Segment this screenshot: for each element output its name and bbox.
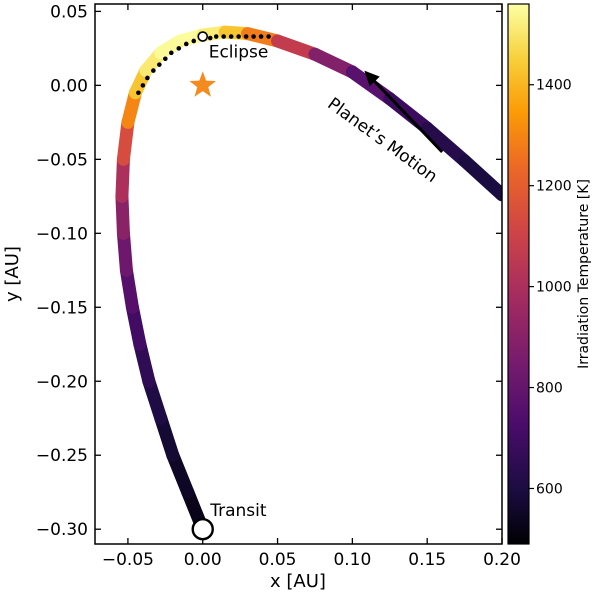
- eclipse-dot: [213, 34, 219, 39]
- eclipse-dot: [251, 34, 256, 39]
- motion-arrow-shaft: [373, 80, 444, 153]
- orbit-track: [115, 25, 502, 536]
- eclipse-dot: [228, 34, 234, 39]
- eclipse-dot-series: [136, 34, 271, 96]
- transit-marker: [191, 518, 214, 541]
- eclipse-dot: [151, 68, 156, 73]
- plot-area: Eclipse Transit Planet’s Motion −0.05 0.0…: [2, 2, 521, 592]
- eclipse-dot: [266, 34, 271, 39]
- orbit-segment: [458, 154, 502, 202]
- eclipse-dot: [258, 34, 264, 39]
- y-tick-label: 0.00: [50, 76, 88, 96]
- motion-arrow-head: [364, 70, 380, 87]
- x-tick-label: 0.05: [259, 550, 297, 570]
- y-tick-label: 0.05: [50, 2, 88, 22]
- colorbar-tick-label: 1400: [536, 78, 572, 94]
- plot-frame: [94, 3, 503, 545]
- y-tick-label: −0.15: [36, 298, 88, 318]
- eclipse-dot: [136, 90, 141, 96]
- x-tick-label: −0.05: [102, 550, 154, 570]
- colorbar: 600 800 1000 1200 1400 Irradiation Temperatu…: [507, 3, 592, 545]
- eclipse-dot: [140, 83, 146, 88]
- y-tick-label: −0.30: [36, 520, 88, 540]
- colorbar-ticks: 600 800 1000 1200 1400: [529, 78, 572, 497]
- eclipse-dot: [176, 46, 182, 51]
- orbit-segment: [345, 65, 397, 106]
- y-tick-label: −0.20: [36, 372, 88, 392]
- eclipse-marker: [197, 31, 209, 42]
- orbit-segment: [308, 47, 359, 79]
- eclipse-dot: [183, 41, 189, 47]
- transit-label: Transit: [209, 501, 267, 521]
- star-icon: [189, 71, 217, 97]
- orbit-segment: [271, 34, 322, 61]
- eclipse-dot: [163, 56, 168, 62]
- eclipse-dot: [191, 38, 197, 44]
- x-tick-label: 0.20: [483, 550, 521, 570]
- eclipse-dot: [243, 34, 249, 39]
- eclipse-label: Eclipse: [209, 42, 269, 62]
- x-axis-label: x [AU]: [270, 571, 326, 592]
- eclipse-dot: [236, 34, 241, 39]
- orbit-segment: [166, 448, 195, 499]
- y-tick-label: −0.25: [36, 446, 88, 466]
- eclipse-dot: [157, 62, 162, 67]
- planets-motion-label: Planet’s Motion: [324, 94, 441, 187]
- y-axis-label: y [AU]: [2, 246, 23, 302]
- x-axis: −0.05 0.00 0.05 0.10 0.15 0.20: [102, 4, 521, 570]
- x-tick-label: 0.10: [333, 550, 371, 570]
- colorbar-tick-label: 600: [536, 481, 563, 497]
- eclipse-dot: [145, 75, 150, 81]
- colorbar-tick-label: 800: [536, 381, 563, 397]
- colorbar-gradient: [507, 3, 530, 545]
- eclipse-dot: [207, 35, 213, 41]
- x-tick-label: 0.15: [408, 550, 446, 570]
- eclipse-dot: [221, 34, 226, 39]
- colorbar-label: Irradiation Temperature [K]: [576, 179, 592, 369]
- y-axis: 0.05 0.00 −0.05 −0.10 −0.15 −0.20 −0.25 −0.30: [36, 2, 502, 540]
- eclipse-dot: [169, 50, 174, 56]
- colorbar-tick-label: 1200: [536, 179, 572, 195]
- y-tick-label: −0.10: [36, 224, 88, 244]
- orbit-segment: [420, 121, 472, 168]
- x-tick-label: 0.00: [184, 550, 222, 570]
- y-tick-label: −0.05: [36, 150, 88, 170]
- colorbar-tick-label: 1000: [536, 280, 572, 296]
